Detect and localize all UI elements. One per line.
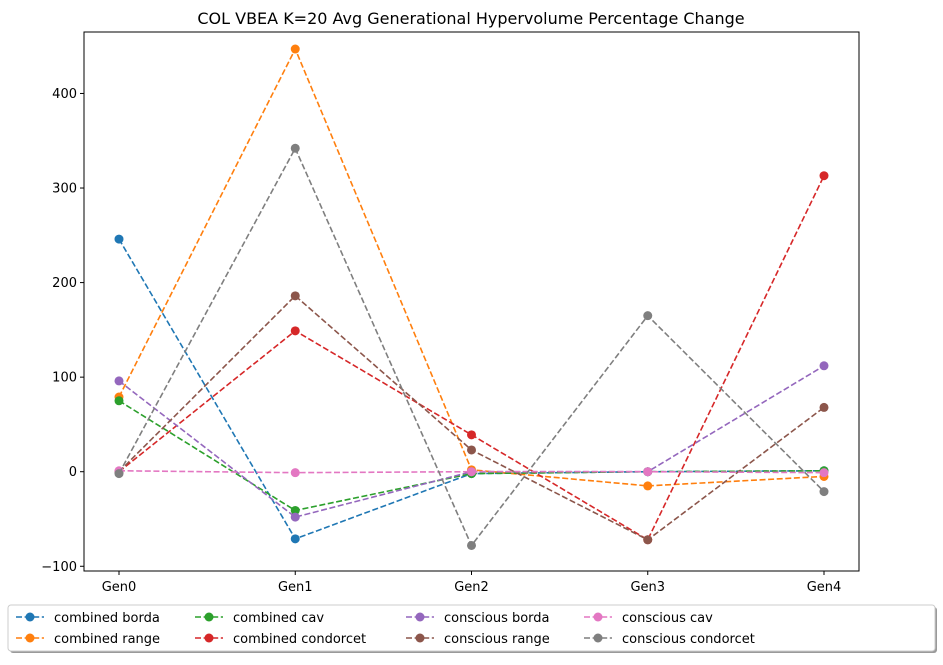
legend-item: combined borda [16,611,160,626]
x-tick-label: Gen1 [278,580,313,595]
legend-item: combined range [16,632,160,647]
series-conscious-condorcet [114,143,829,550]
data-point [290,326,300,336]
legend-item: conscious condorcet [584,632,755,647]
legend-label: combined range [54,632,160,647]
data-point [643,467,653,477]
data-point [114,396,124,406]
legend-item: combined cav [195,611,324,626]
legend-marker [204,612,214,622]
series-line [118,469,825,474]
legend-marker [25,612,35,622]
x-tick-label: Gen4 [807,580,842,595]
data-point [643,311,653,321]
x-tick-label: Gen2 [454,580,489,595]
data-point [467,467,476,477]
legend-label: combined condorcet [233,632,366,647]
data-point [114,376,124,386]
legend: combined borda combined range combined cav… [7,604,937,653]
data-point [290,468,300,478]
series-conscious-cav [114,466,829,478]
data-point [467,540,476,550]
legend-label: conscious range [444,632,550,647]
data-point [819,361,829,371]
legend-label: combined borda [54,611,160,626]
y-tick-label: 100 [52,371,77,386]
data-point [290,505,300,515]
legend-marker [593,633,603,643]
data-point [819,468,829,478]
data-point [467,430,476,440]
legend-item: conscious range [406,632,550,647]
legend-marker [593,612,603,622]
legend-marker [204,633,214,643]
data-point [290,291,300,301]
legend-marker [415,612,425,622]
legend-label: conscious borda [444,611,550,626]
legend-marker [415,633,425,643]
y-tick-label: −100 [41,560,77,575]
data-point [467,445,476,455]
data-point [290,534,300,544]
legend-label: combined cav [233,611,324,626]
data-point [819,171,829,181]
chart-title: COL VBEA K=20 Avg Generational Hypervolu… [197,9,744,28]
data-point [819,487,829,497]
legend-label: conscious condorcet [622,632,755,647]
y-tick-label: 200 [52,276,77,291]
x-tick-label: Gen0 [102,580,137,595]
legend-marker [25,633,35,643]
data-point [114,469,124,479]
data-point [114,234,124,244]
data-point [643,481,653,491]
data-point [819,402,829,412]
series-group [114,44,829,550]
axes: Gen0 Gen1 Gen2 Gen3 Gen4 −100 0 100 200 300 400 [41,31,860,595]
data-point [290,143,300,153]
y-tick-label: 0 [69,465,77,480]
legend-box [7,604,936,652]
legend-item: conscious borda [406,611,550,626]
legend-item: conscious cav [584,611,713,626]
legend-item: combined condorcet [195,632,366,647]
x-tick-label: Gen3 [630,580,665,595]
y-tick-label: 300 [52,182,77,197]
y-tick-label: 400 [52,87,77,102]
data-point [290,512,300,522]
data-point [290,44,300,54]
legend-label: conscious cav [622,611,713,626]
data-point [643,535,653,545]
